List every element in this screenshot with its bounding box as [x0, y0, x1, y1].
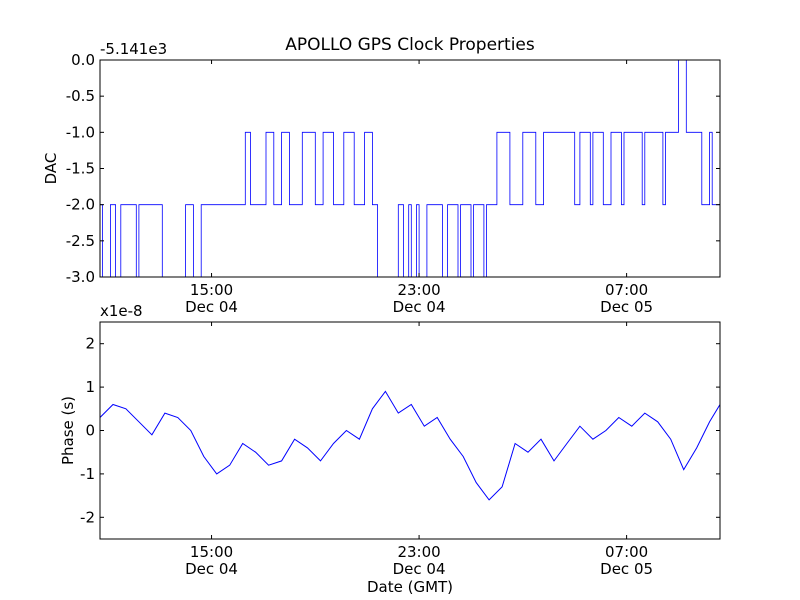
- phase-ylabel: Phase (s): [59, 396, 77, 465]
- phase-offset-label: x1e-8: [100, 302, 143, 320]
- dac-ytick-label: -1.0: [66, 123, 95, 141]
- phase-xtick-date-label: Dec 04: [185, 560, 238, 578]
- dac-xtick-time-label: 23:00: [397, 281, 440, 299]
- phase-ytick-label: 0: [85, 422, 95, 440]
- phase-ytick-label: 1: [85, 378, 95, 396]
- phase-xtick-date-label: Dec 04: [393, 560, 446, 578]
- dac-ytick-label: -2.5: [66, 232, 95, 250]
- phase-ytick-label: -2: [80, 508, 95, 526]
- phase-xtick-time-label: 07:00: [605, 543, 648, 561]
- dac-ytick-label: -1.5: [66, 160, 95, 178]
- phase-xtick-time-label: 15:00: [190, 543, 233, 561]
- phase-series-line: [100, 390, 720, 501]
- phase-axes-frame: [99, 321, 721, 540]
- dac-ytick-label: -2.0: [66, 196, 95, 214]
- phase-xlabel: Date (GMT): [367, 578, 453, 596]
- figure-title: APOLLO GPS Clock Properties: [285, 35, 535, 55]
- phase-xtick-time-label: 23:00: [397, 543, 440, 561]
- phase-ytick-label: 2: [85, 335, 95, 353]
- dac-offset-label: -5.141e3: [100, 40, 167, 58]
- dac-ylabel: DAC: [42, 153, 60, 185]
- phase-ytick-label: -1: [80, 465, 95, 483]
- dac-xtick-time-label: 07:00: [605, 281, 648, 299]
- phase-xtick-date-label: Dec 05: [600, 560, 653, 578]
- dac-xtick-date-label: Dec 04: [185, 298, 238, 316]
- dac-ytick-label: -0.5: [66, 87, 95, 105]
- dac-xtick-time-label: 15:00: [190, 281, 233, 299]
- dac-ytick-label: -3.0: [66, 268, 95, 286]
- dac-ytick-label: 0.0: [71, 51, 95, 69]
- dac-xtick-date-label: Dec 05: [600, 298, 653, 316]
- dac-series-line: [100, 60, 720, 277]
- dac-xtick-date-label: Dec 04: [393, 298, 446, 316]
